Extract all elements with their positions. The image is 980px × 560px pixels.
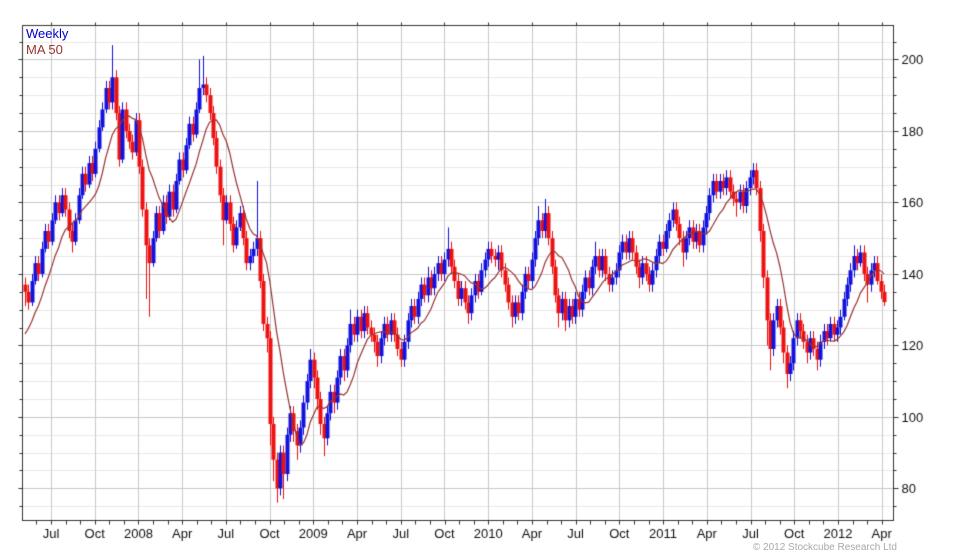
- legend-ma-label: MA 50: [26, 42, 63, 57]
- legend-weekly-label: Weekly: [26, 26, 69, 41]
- chart-legend: Weekly MA 50: [26, 26, 68, 58]
- copyright-note: © 2012 Stockcube Research Ltd: [752, 542, 897, 553]
